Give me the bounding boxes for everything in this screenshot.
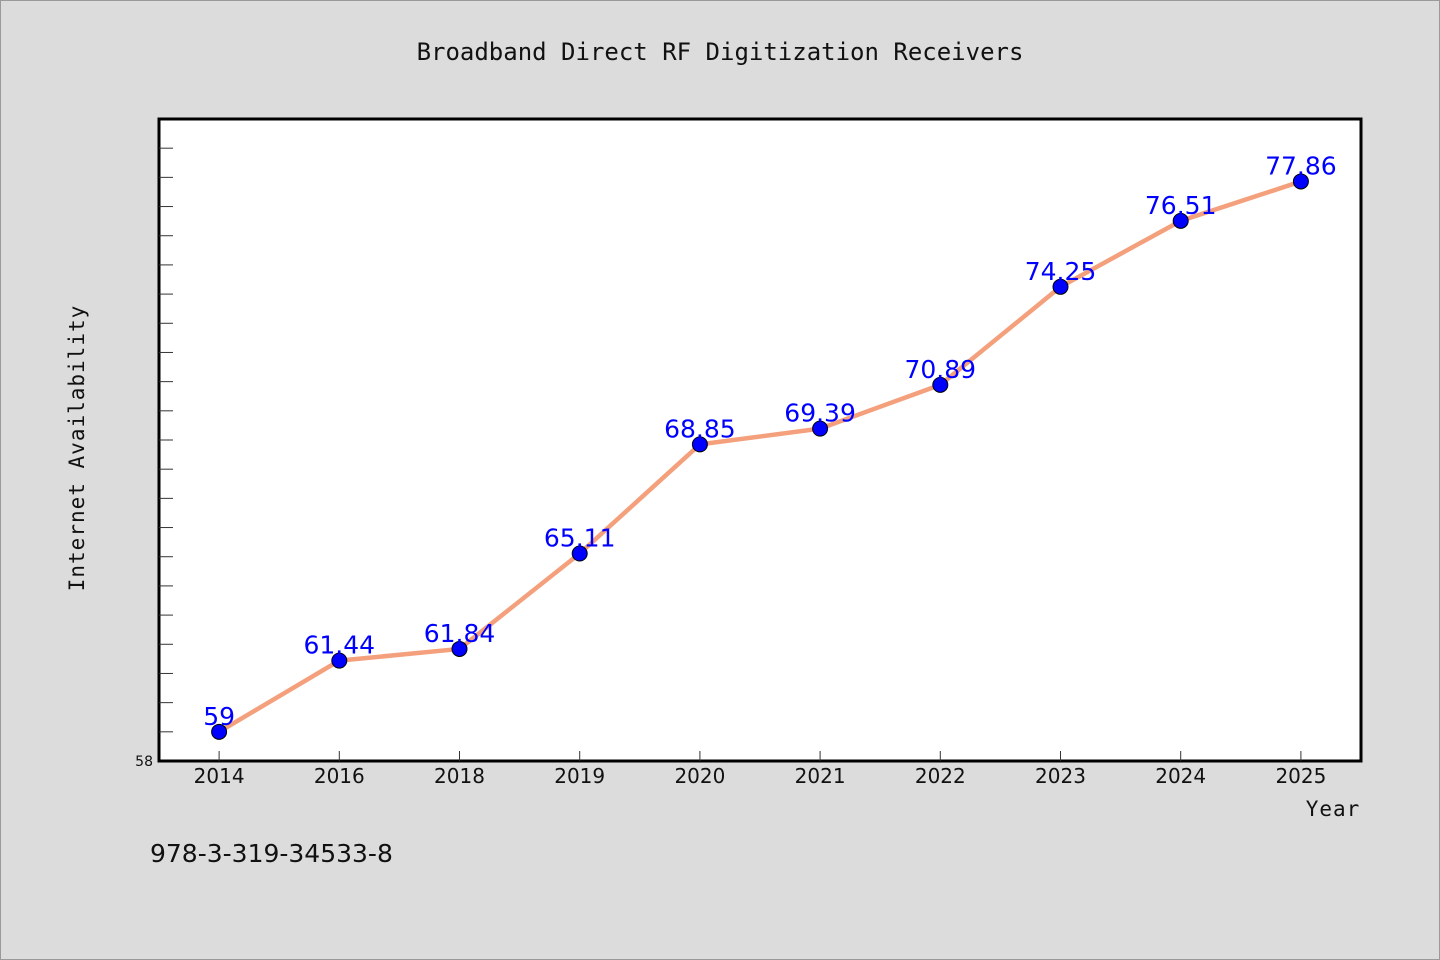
data-point (211, 723, 228, 740)
data-point (932, 376, 949, 393)
data-point (571, 545, 588, 562)
data-label: 59 (203, 702, 235, 731)
data-point (1292, 173, 1309, 190)
data-label: 77.86 (1265, 151, 1337, 180)
data-point (1052, 278, 1069, 295)
data-point (331, 652, 348, 669)
y-axis-ticks: 58 (135, 147, 173, 770)
data-label: 69.39 (784, 399, 856, 428)
y-tick-label: 58 (135, 754, 153, 770)
series-line (216, 179, 1304, 735)
x-tick-label: 2018 (434, 764, 485, 788)
data-label: 74.25 (1025, 257, 1097, 286)
x-tick-label: 2025 (1275, 764, 1326, 788)
x-tick-label: 2021 (795, 764, 846, 788)
data-point (812, 420, 829, 437)
y-axis-label: Internet Availability (65, 305, 89, 592)
x-axis-label: Year (1306, 797, 1361, 821)
x-tick-label: 2022 (915, 764, 966, 788)
plot-area (157, 117, 1363, 763)
footnote-isbn: 978-3-319-34533-8 (150, 839, 393, 868)
data-label: 70.89 (905, 355, 977, 384)
data-label: 65.11 (544, 524, 616, 553)
x-tick-label: 2016 (314, 764, 365, 788)
x-tick-label: 2024 (1155, 764, 1206, 788)
x-tick-label: 2014 (194, 764, 245, 788)
data-point (691, 436, 708, 453)
data-label: 61.84 (424, 619, 496, 648)
x-tick-label: 2019 (554, 764, 605, 788)
series-group: 59 61.44 61.84 65.11 68.85 69.39 70.89 74.25 76.… (203, 151, 1337, 740)
data-label: 76.51 (1145, 191, 1217, 220)
chart-title: Broadband Direct RF Digitization Receive… (417, 38, 1024, 66)
data-point (451, 640, 468, 657)
x-tick-label: 2023 (1035, 764, 1086, 788)
data-point (1172, 212, 1189, 229)
x-axis-ticks: 2014 2016 2018 2019 2020 2021 2022 2023 2024 2025 (194, 751, 1326, 788)
data-label: 68.85 (664, 414, 736, 443)
x-tick-label: 2020 (674, 764, 725, 788)
data-label: 61.44 (304, 631, 376, 660)
